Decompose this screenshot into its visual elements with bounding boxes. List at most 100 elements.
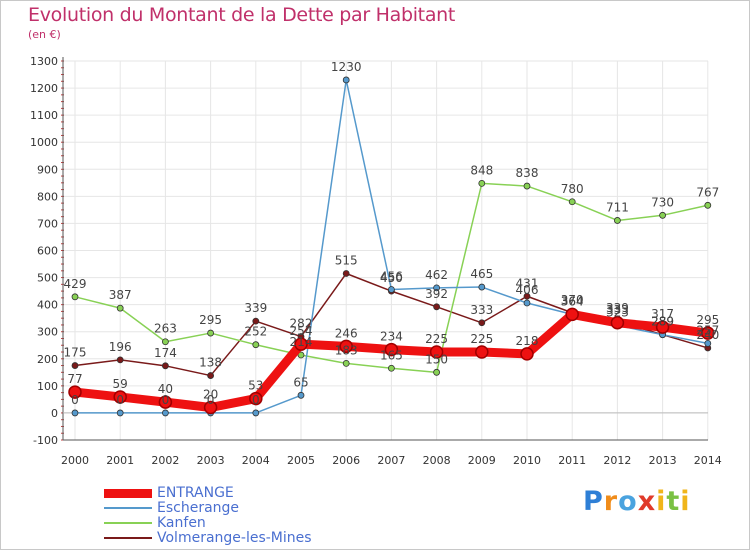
data-point [704,201,712,209]
x-tick-label: 2001 [106,454,134,467]
chart-title: Evolution du Montant de la Dette par Hab… [28,4,456,26]
y-tick-label: 0 [51,407,58,420]
data-point [387,364,395,372]
x-tick-label: 2013 [649,454,677,467]
data-point [565,307,579,322]
data-label: 333 [606,303,629,317]
data-point [614,217,621,224]
data-point [158,395,173,409]
data-point [68,385,82,399]
data-label: 218 [516,334,539,348]
data-label: 323 [606,305,629,319]
proxiti-logo: Proxiti [583,486,691,517]
data-label: 848 [470,163,493,177]
data-point [478,283,486,291]
data-label: 0 [116,393,124,407]
logo-letter: i [680,486,691,517]
data-label: 450 [380,271,403,285]
legend-label: ENTRANGE [157,485,234,501]
y-tick-label: 800 [37,190,58,203]
y-tick-label: -100 [33,434,58,447]
data-label: 370 [561,293,584,307]
y-tick-label: 600 [37,245,58,258]
data-label: 295 [199,313,222,327]
data-point [161,338,169,346]
logo-letter: P [583,486,604,517]
data-point [161,362,169,370]
y-tick-label: 900 [37,163,58,176]
data-point [523,299,531,307]
x-tick-label: 2005 [287,454,315,467]
data-label: 431 [516,276,539,290]
data-label: 77 [67,372,82,386]
logo-letter: i [656,486,667,517]
data-point [71,362,79,369]
legend-item: ENTRANGE [104,485,234,501]
data-label: 392 [425,287,448,301]
data-label: 339 [606,301,629,315]
x-tick-label: 2014 [694,454,722,467]
legend-label: Kanfen [157,515,206,531]
data-point [475,345,489,359]
data-label: 282 [290,317,313,331]
data-label: 225 [470,332,493,346]
data-label: 0 [162,393,170,407]
data-point [610,316,625,330]
data-point [568,198,576,206]
x-tick-label: 2008 [423,454,451,467]
y-tick-label: 1100 [30,109,58,122]
data-label: 20 [203,388,218,402]
y-tick-label: 100 [37,380,58,393]
data-label: 257 [696,323,719,337]
data-label: 234 [380,330,403,344]
data-label: 465 [470,267,493,281]
data-label: 183 [335,343,358,357]
data-label: 165 [380,348,403,362]
data-label: 767 [696,185,719,199]
data-point [113,390,127,404]
data-label: 515 [335,254,358,268]
data-point [433,284,441,292]
data-point [252,317,260,325]
data-point [252,341,260,349]
data-label: 214 [290,335,313,349]
data-label: 0 [207,393,215,407]
data-label: 295 [696,313,719,327]
x-tick-label: 2003 [197,454,225,467]
data-label: 339 [244,301,267,315]
logo-letter: x [637,486,657,517]
data-label: 254 [290,324,313,338]
data-label: 53 [248,379,263,393]
data-point [523,292,531,300]
logo-letter: o [618,486,638,517]
data-point [704,339,712,347]
data-point [433,303,441,311]
data-point [116,356,124,364]
data-label: 387 [109,288,132,302]
data-label: 289 [651,315,674,329]
data-point [249,391,263,406]
legend-swatch [104,488,152,498]
data-label: 289 [651,315,674,329]
data-label: 1230 [331,60,362,74]
x-tick-label: 2012 [603,454,631,467]
data-label: 0 [71,393,79,407]
data-label: 246 [335,326,358,340]
data-point [655,320,670,334]
x-tick-label: 2004 [242,454,270,467]
data-point [116,304,124,312]
data-label: 838 [516,166,539,180]
y-tick-label: 700 [37,217,58,230]
data-point [520,347,534,361]
data-label: 175 [64,346,87,360]
y-tick-label: 1200 [30,82,58,95]
data-label: 263 [154,322,177,336]
data-label: 0 [252,393,260,407]
data-point [523,182,531,190]
y-tick-label: 500 [37,272,58,285]
data-label: 333 [470,303,493,317]
legend-swatch [104,537,152,539]
data-point [71,409,79,417]
y-tick-label: 1000 [30,136,58,149]
data-label: 462 [425,268,448,282]
